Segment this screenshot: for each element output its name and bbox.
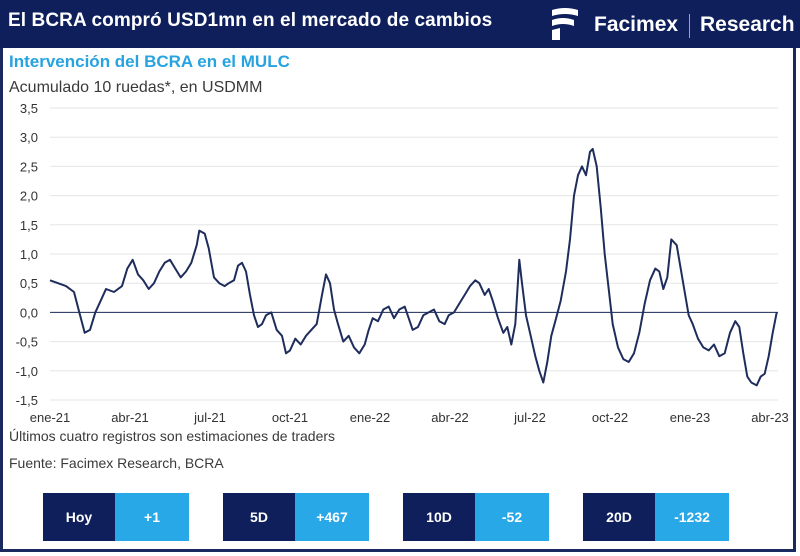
x-axis-ticks: ene-21 abr-21 jul-21 oct-21 ene-22 abr-22 jul-… [30, 410, 789, 425]
stat-label: 5D [223, 493, 295, 541]
chart-subtitle: Acumulado 10 ruedas*, en USDMM [9, 79, 263, 96]
y-tick-label: -0,5 [16, 335, 38, 350]
x-tick-label: abr-21 [111, 410, 149, 425]
y-tick-label: 2,5 [20, 159, 38, 174]
y-axis-ticks: 3,5 3,0 2,5 2,0 1,5 1,0 0,5 0,0 -0,5 -1,0 -1,5 [16, 101, 38, 408]
header-bar: El BCRA compró USD1mn en el mercado de c… [0, 0, 800, 48]
source-note: Fuente: Facimex Research, BCRA [9, 455, 224, 471]
x-tick-label: jul-21 [193, 410, 226, 425]
stat-20d: 20D -1232 [583, 493, 729, 541]
y-tick-label: 1,0 [20, 247, 38, 262]
x-tick-label: abr-22 [431, 410, 469, 425]
x-tick-label: ene-22 [350, 410, 390, 425]
stat-label: 10D [403, 493, 475, 541]
stat-value: -52 [475, 493, 549, 541]
brand-divider [689, 14, 690, 38]
estimate-note: Últimos cuatro registros son estimacione… [9, 428, 336, 444]
stat-5d: 5D +467 [223, 493, 369, 541]
stat-hoy: Hoy +1 [43, 493, 189, 541]
x-tick-label: jul-22 [513, 410, 546, 425]
gridlines [50, 107, 778, 401]
y-tick-label: -1,5 [16, 393, 38, 408]
x-tick-label: abr-23 [751, 410, 789, 425]
stat-10d: 10D -52 [403, 493, 549, 541]
stat-value: +1 [115, 493, 189, 541]
stat-label: Hoy [43, 493, 115, 541]
x-tick-label: oct-22 [592, 410, 628, 425]
y-tick-label: 1,5 [20, 218, 38, 233]
series-layer [49, 147, 778, 387]
brand-section: Research [700, 13, 795, 36]
x-tick-label: ene-23 [670, 410, 710, 425]
series-line [49, 147, 778, 387]
y-tick-label: 0,5 [20, 276, 38, 291]
x-tick-label: oct-21 [272, 410, 308, 425]
stat-value: -1232 [655, 493, 729, 541]
y-tick-label: 3,5 [20, 101, 38, 116]
line-chart: 3,5 3,0 2,5 2,0 1,5 1,0 0,5 0,0 -0,5 -1,0 -1,5 ene… [16, 101, 789, 425]
chart-title: Intervención del BCRA en el MULC [9, 52, 290, 71]
facimex-logo-icon [552, 8, 578, 40]
y-tick-label: -1,0 [16, 364, 38, 379]
y-tick-label: 0,0 [20, 305, 38, 320]
brand-name: Facimex [594, 13, 679, 36]
stat-value: +467 [295, 493, 369, 541]
x-tick-label: ene-21 [30, 410, 70, 425]
y-tick-label: 3,0 [20, 130, 38, 145]
page-title: El BCRA compró USD1mn en el mercado de c… [8, 10, 493, 31]
stat-label: 20D [583, 493, 655, 541]
y-tick-label: 2,0 [20, 189, 38, 204]
